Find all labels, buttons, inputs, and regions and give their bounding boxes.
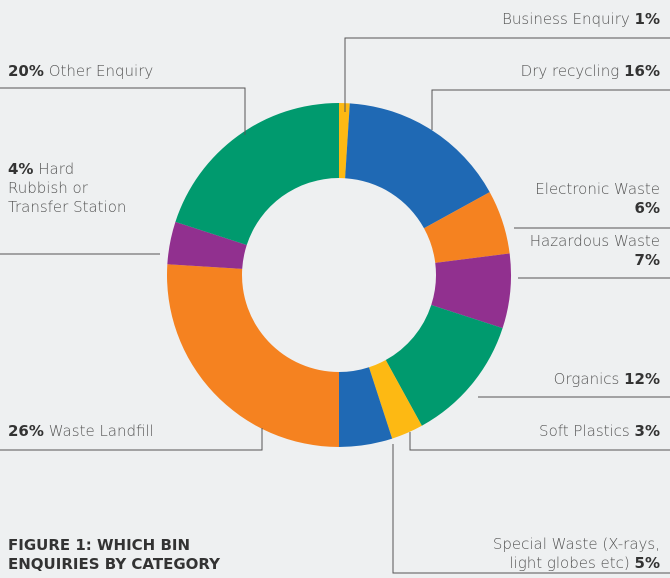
category-name: Hazardous Waste (529, 232, 660, 250)
value-label: 5% (634, 554, 660, 572)
value-label: 20% (8, 62, 44, 80)
category-name: Business Enquiry (502, 10, 630, 28)
value-label: 16% (624, 62, 660, 80)
donut-segment (345, 103, 490, 229)
value-label: 12% (624, 370, 660, 388)
category-name: Organics (553, 370, 620, 388)
segment-label: 20% Other Enquiry (8, 62, 258, 81)
donut-segment (339, 367, 393, 447)
category-name: Electronic Waste (535, 180, 660, 198)
category-name: Waste Landfill (48, 422, 154, 440)
value-label: 26% (8, 422, 44, 440)
segment-label: 4% Hard Rubbish or Transfer Station (8, 160, 128, 217)
category-name: Hard Rubbish or Transfer Station (8, 160, 127, 216)
segment-label: Dry recycling 16% (360, 62, 660, 81)
value-label: 4% (8, 160, 34, 178)
segment-label: Business Enquiry 1% (360, 10, 660, 29)
category-name: Dry recycling (520, 62, 620, 80)
chart-title: FIGURE 1: WHICH BIN ENQUIRIES BY CATEGOR… (8, 536, 220, 573)
value-label: 7% (634, 251, 660, 269)
category-name: Soft Plastics (539, 422, 630, 440)
value-label: 3% (634, 422, 660, 440)
donut-segment (167, 221, 247, 269)
leader-line (344, 37, 670, 112)
value-label: 6% (634, 199, 660, 217)
segment-label: Organics 12% (410, 370, 660, 389)
leader-line (409, 432, 670, 451)
leader-line (0, 87, 246, 135)
donut-segment (424, 192, 510, 263)
leader-line (0, 428, 263, 451)
category-name: Special Waste (X-rays, light globes etc) (492, 535, 660, 572)
donut-segment (431, 253, 511, 329)
category-name: Other Enquiry (48, 62, 154, 80)
segment-label: 26% Waste Landfill (8, 422, 258, 441)
value-label: 1% (634, 10, 660, 28)
donut-segment (175, 102, 339, 246)
donut-segment (385, 304, 503, 426)
donut-segment (368, 360, 422, 439)
segment-label: Special Waste (X-rays, light globes etc)… (460, 535, 660, 573)
segment-label: Soft Plastics 3% (410, 422, 660, 441)
donut-segment (339, 103, 350, 179)
segment-label: Electronic Waste 6% (510, 180, 660, 218)
leader-line (392, 444, 670, 574)
segment-label: Hazardous Waste 7% (510, 232, 660, 270)
donut-segment (166, 264, 339, 447)
leader-line (431, 89, 670, 130)
